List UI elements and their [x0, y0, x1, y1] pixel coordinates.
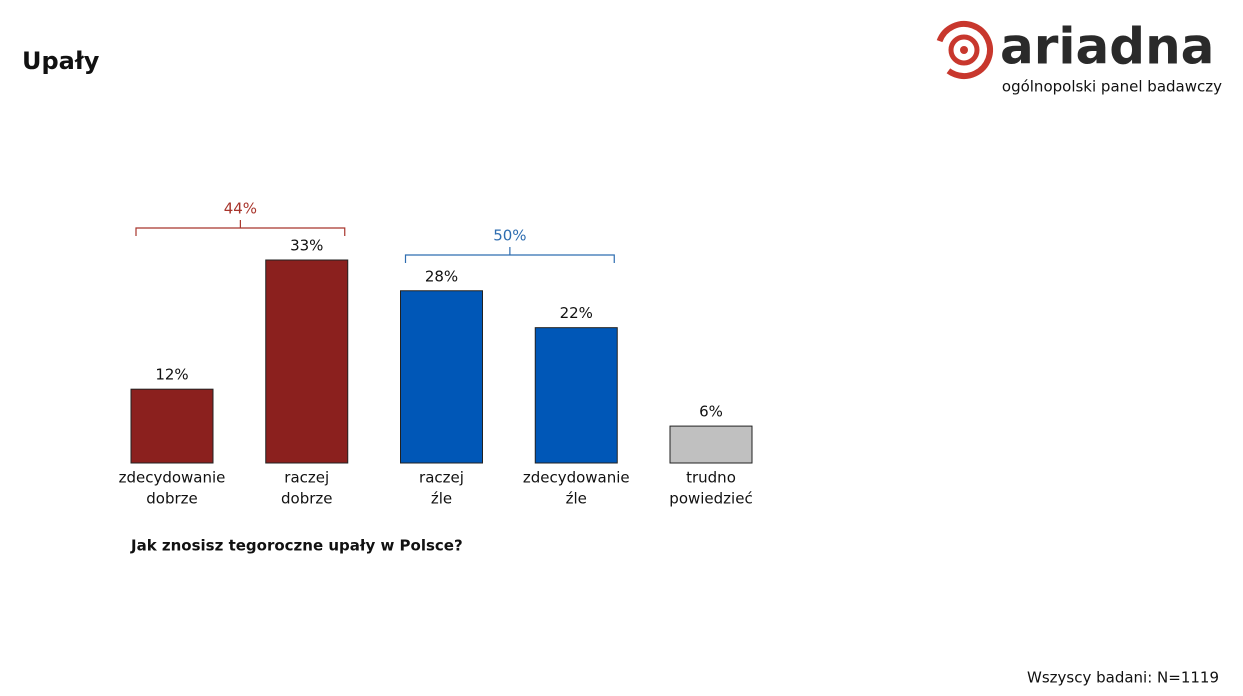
category-label: dobrze: [146, 490, 198, 508]
bar: [669, 425, 753, 464]
bar: [534, 327, 618, 464]
brand-tagline: ogólnopolski panel badawczy: [1002, 78, 1222, 96]
category-label: zdecydowanie: [119, 469, 226, 487]
category-label: raczej: [284, 469, 329, 487]
value-label: 6%: [699, 403, 723, 421]
category-label: źle: [431, 490, 452, 508]
value-label: 12%: [155, 366, 188, 384]
value-label: 33%: [290, 237, 323, 255]
category-label: źle: [566, 490, 587, 508]
value-label: 28%: [425, 267, 458, 285]
category-label: zdecydowanie: [523, 469, 630, 487]
logo-dot: [960, 46, 968, 54]
logo-ring-inner: [948, 34, 980, 66]
group-label: 44%: [224, 200, 257, 218]
bar: [265, 259, 349, 464]
footnote: Wszyscy badani: N=1119: [1027, 669, 1219, 687]
logo: ariadna ogólnopolski panel badawczy: [935, 18, 1222, 96]
group-label: 50%: [493, 227, 526, 245]
question: Jak znosisz tegoroczne upały w Polsce?: [130, 537, 463, 555]
category-label: raczej: [419, 469, 464, 487]
category-label: trudno: [686, 469, 736, 487]
category-label: powiedzieć: [669, 490, 752, 508]
group-bracket: [135, 220, 346, 236]
bar: [400, 290, 483, 464]
group-bracket: [404, 247, 615, 263]
logo-ring: [935, 21, 993, 79]
brand-name: ariadna: [1000, 18, 1214, 76]
value-label: 22%: [560, 304, 593, 322]
category-label: dobrze: [281, 490, 333, 508]
bar: [130, 388, 214, 464]
title: Upały: [22, 47, 100, 75]
